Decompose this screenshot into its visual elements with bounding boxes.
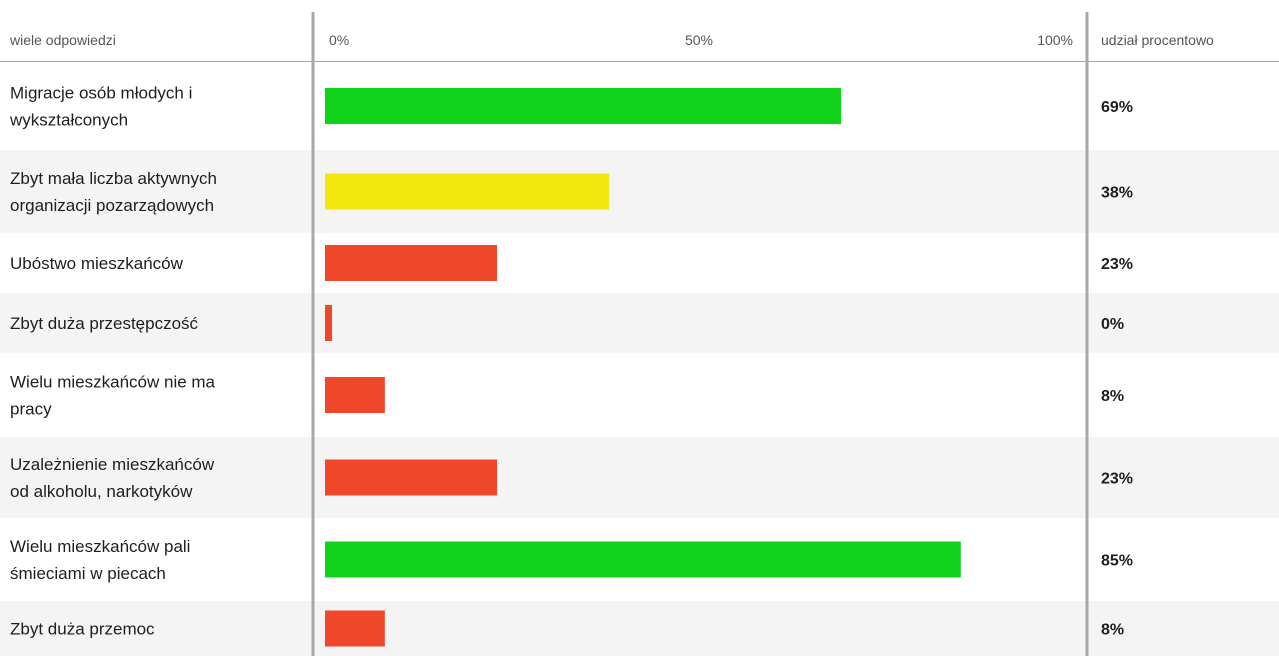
category-label: Ubóstwo mieszkańców	[10, 254, 184, 273]
category-label: Zbyt mała liczba aktywnych organizacji po…	[10, 169, 217, 215]
bar	[325, 245, 498, 281]
tick-label: 0%	[329, 32, 349, 48]
category-label: Wielu mieszkańców pali śmieciami w piecac…	[10, 537, 190, 583]
axis-tick-labels: 0% 50% 100%	[329, 32, 1073, 48]
row-backgrounds	[0, 150, 1279, 656]
category-label: Uzależnienie mieszkańców od alkoholu, nar…	[10, 455, 215, 501]
value-label: 8%	[1101, 388, 1124, 405]
value-label: 8%	[1101, 622, 1124, 639]
bars	[325, 88, 961, 647]
row-background	[0, 601, 1279, 656]
value-label: 0%	[1101, 316, 1124, 333]
category-label: Zbyt duża przemoc	[10, 620, 155, 639]
category-labels: Migracje osób młodych i wykształconych Zby…	[9, 84, 217, 639]
row-background	[0, 150, 1279, 233]
bar	[325, 541, 961, 578]
tick-label: 50%	[685, 32, 713, 48]
category-label: Migracje osób młodych i wykształconych	[9, 84, 192, 130]
bar	[325, 610, 385, 647]
value-label: 23%	[1101, 471, 1133, 488]
question-type-label: wiele odpowiedzi	[9, 32, 116, 48]
bar	[325, 459, 498, 496]
share-column-header: udział procentowo	[1101, 32, 1214, 48]
value-labels: 69% 38% 23% 0% 8% 23% 85% 8%	[1101, 99, 1133, 639]
bar	[325, 377, 385, 413]
row-background	[0, 437, 1279, 518]
bar	[325, 305, 332, 341]
value-label: 69%	[1101, 99, 1133, 116]
bar	[325, 173, 610, 210]
bar	[325, 88, 842, 124]
chart-header: wiele odpowiedzi udział procentowo	[9, 32, 1214, 48]
tick-label: 100%	[1037, 32, 1073, 48]
value-label: 85%	[1101, 553, 1133, 570]
category-label: Wielu mieszkańców nie ma pracy	[10, 373, 216, 419]
category-label: Zbyt duża przestępczość	[10, 314, 199, 333]
value-label: 23%	[1101, 256, 1133, 273]
value-label: 38%	[1101, 185, 1133, 202]
row-background	[0, 293, 1279, 353]
divider-lines	[0, 12, 1279, 656]
